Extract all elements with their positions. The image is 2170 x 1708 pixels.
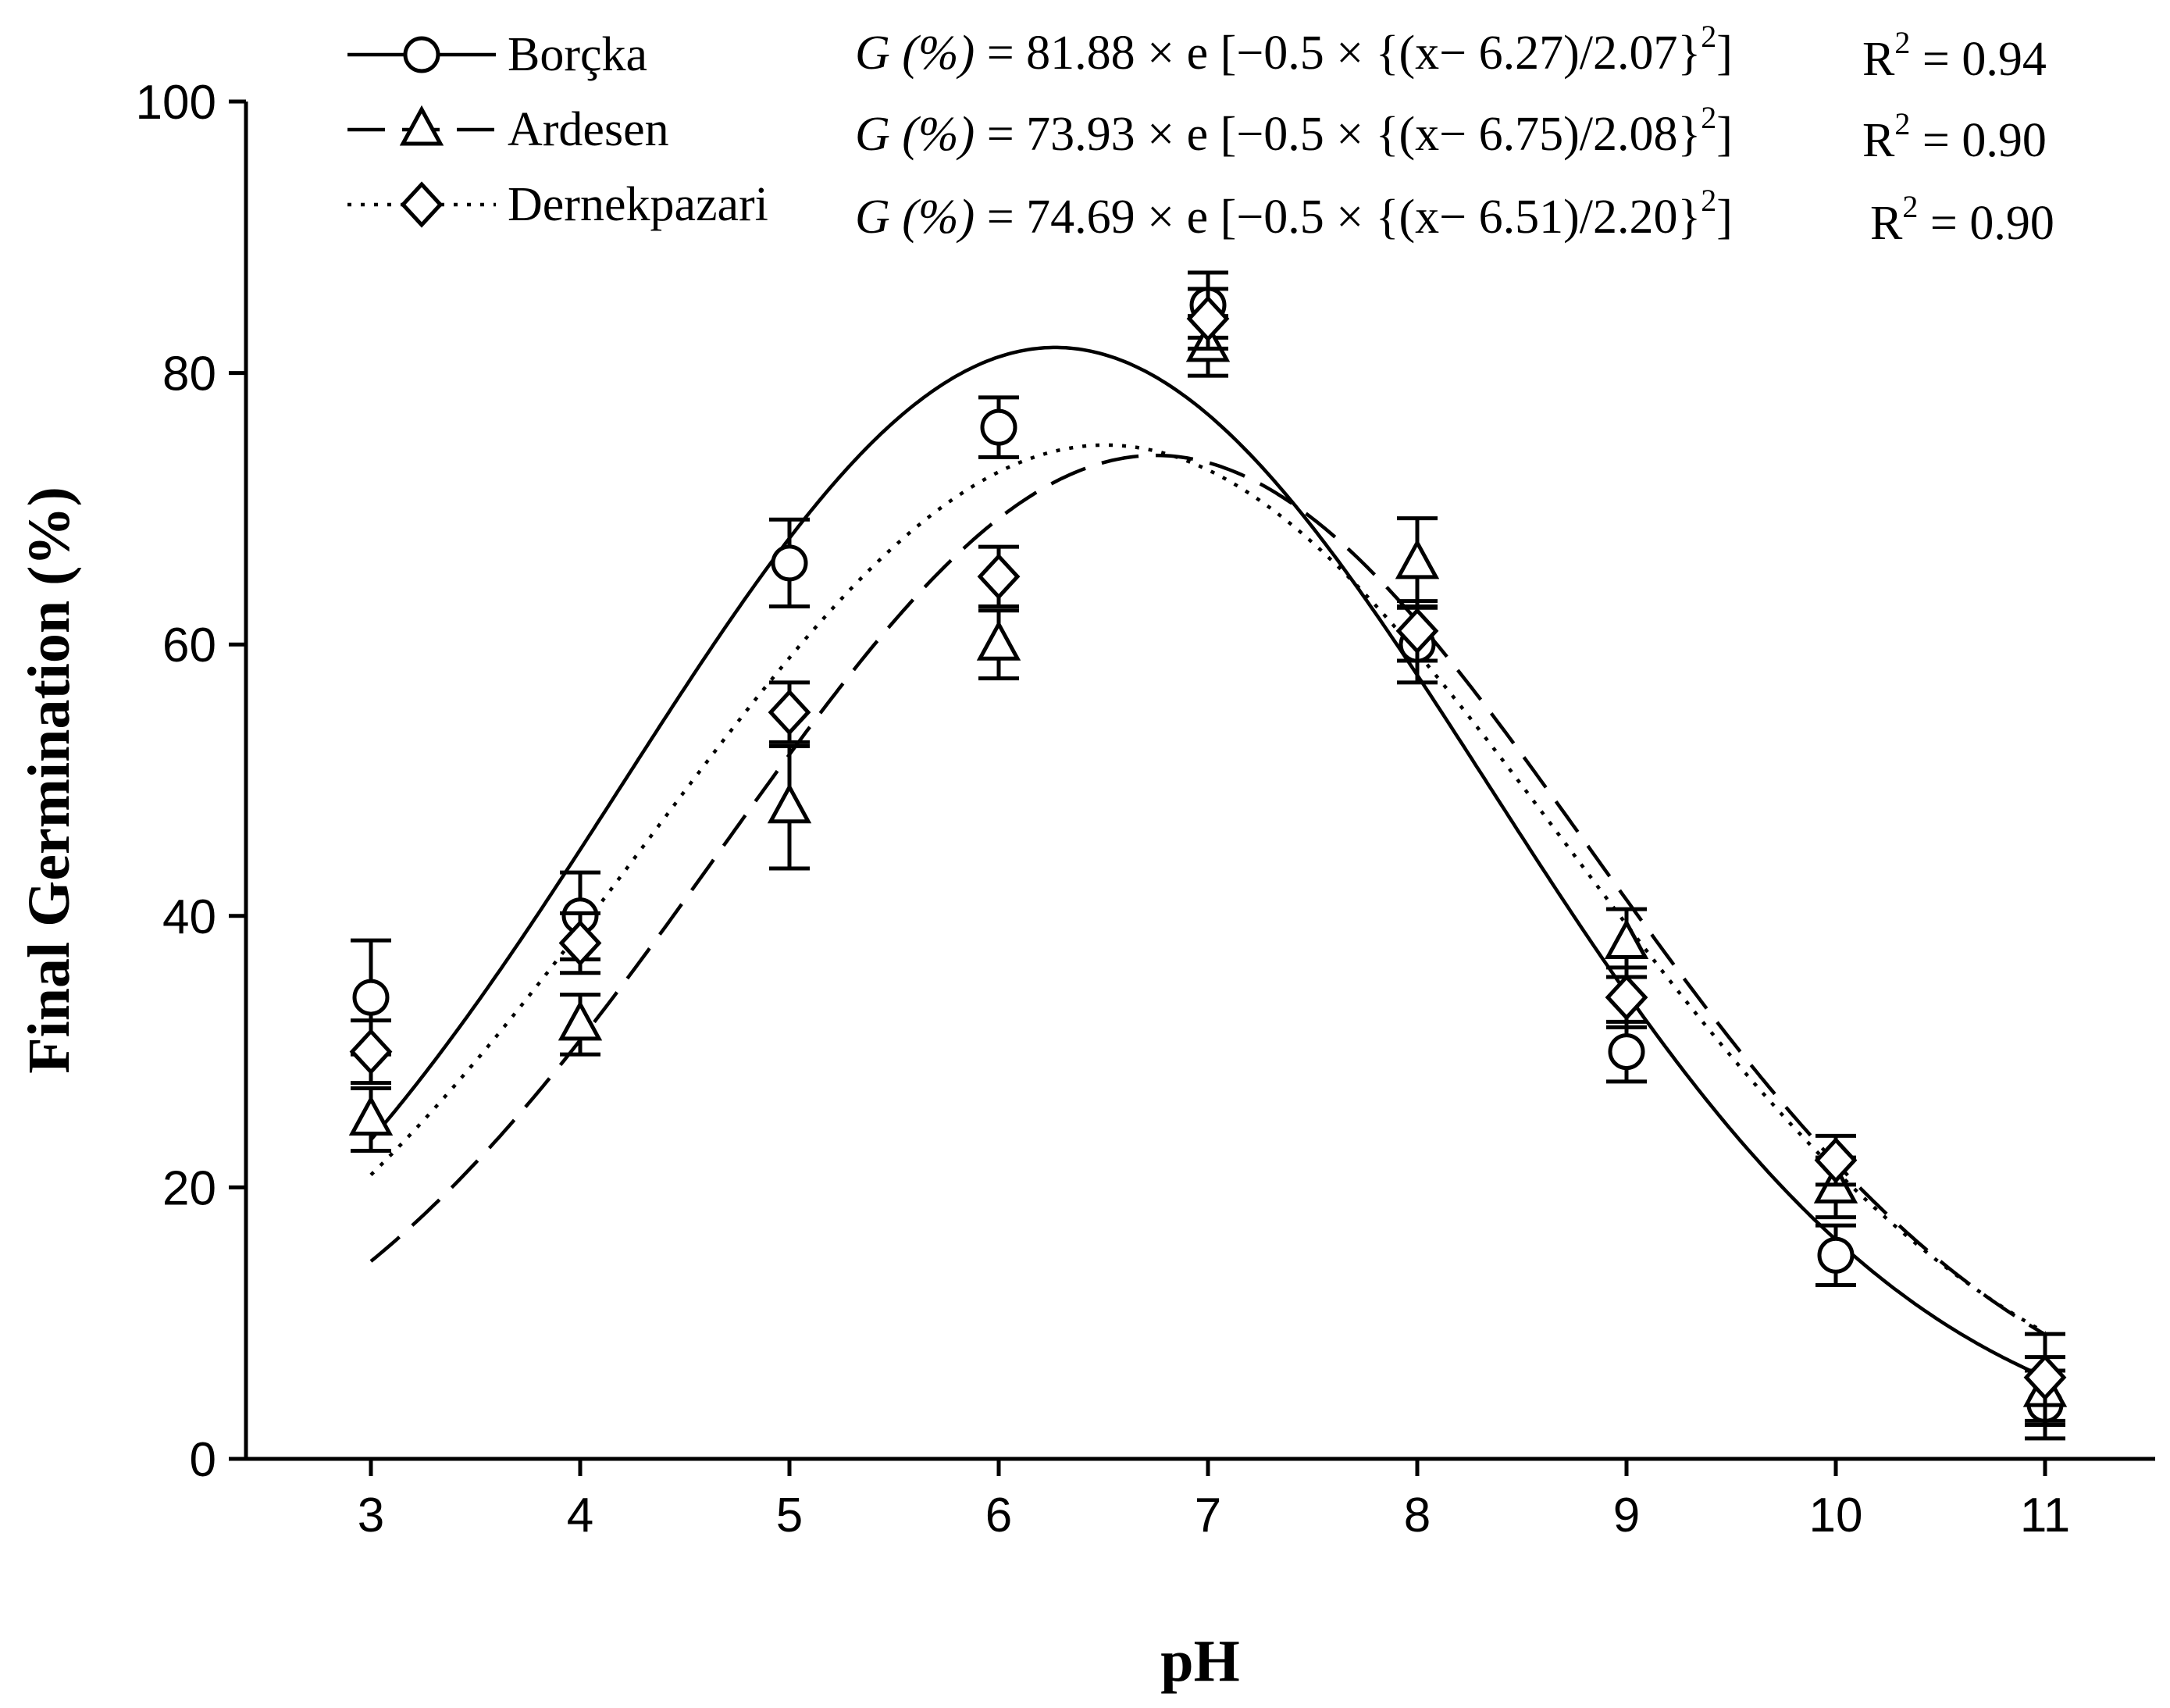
r-squared-label: R <box>1862 33 1895 86</box>
y-tick-label: 20 <box>162 1161 216 1215</box>
x-tick-label: 9 <box>1613 1489 1640 1542</box>
legend: Borçka Ardesen Dernekpazari <box>347 28 768 231</box>
equation-rhs: = 81.88 × e [−0.5 × {(x− 6.27)/2.07} <box>975 27 1701 80</box>
fit-curves <box>369 345 2047 1379</box>
ticks: 3 4 5 6 7 8 9 10 11 0 20 40 60 80 100 <box>136 76 2071 1542</box>
data-point <box>771 544 808 582</box>
r-squared-value: = 0.90 <box>1910 114 2046 167</box>
equation-exponent: 2 <box>1701 19 1716 54</box>
data-point <box>977 553 1021 600</box>
data-point <box>1608 1033 1645 1071</box>
data-point <box>767 783 812 824</box>
data-point <box>976 619 1021 661</box>
r-squared-exponent: 2 <box>1894 106 1910 141</box>
legend-marker-borçka <box>403 36 440 73</box>
data-point <box>348 1095 394 1136</box>
equation-dernekpazari: G (%) = 74.69 × e [−0.5 × {(x− 6.51)/2.2… <box>855 183 1733 244</box>
y-axis-title: Final Germination (%) <box>16 487 82 1074</box>
x-tick-label: 8 <box>1404 1489 1431 1542</box>
equation-exponent: 2 <box>1701 183 1716 218</box>
data-point <box>1604 918 1649 960</box>
y-tick-label: 60 <box>162 619 216 672</box>
data-point <box>1817 1236 1855 1274</box>
r-squared-ardesen: R2 = 0.90 <box>1862 106 2047 167</box>
x-tick-label: 10 <box>1809 1489 1863 1542</box>
data-point <box>1814 1136 1858 1184</box>
r-squared-value: = 0.90 <box>1918 197 2054 250</box>
fit-curve-dernekpazari <box>369 443 2047 1335</box>
y-tick-label: 100 <box>136 76 216 130</box>
x-tick-label: 11 <box>2020 1489 2070 1542</box>
equation-exponent: 2 <box>1701 100 1716 135</box>
fit-curve-borçka <box>369 345 2046 1379</box>
data-point <box>980 408 1017 446</box>
legend-label-dernekpazari: Dernekpazari <box>508 178 768 231</box>
y-tick-label: 0 <box>190 1433 216 1487</box>
fit-equations: G (%) = 81.88 × e [−0.5 × {(x− 6.27)/2.0… <box>855 19 2054 250</box>
equation-close: ] <box>1716 191 1733 244</box>
data-point <box>349 1028 393 1075</box>
equation-rhs: = 74.69 × e [−0.5 × {(x− 6.51)/2.20} <box>975 191 1701 244</box>
x-tick-label: 4 <box>567 1489 593 1542</box>
equation-lhs: G (%) <box>855 191 975 244</box>
data-point <box>1395 608 1439 654</box>
data-point <box>352 979 390 1016</box>
data-point <box>558 1000 603 1041</box>
data-point <box>768 689 811 736</box>
legend-marker-ardesen <box>399 105 444 146</box>
data-point <box>558 919 602 967</box>
r-squared-borçka: R2 = 0.94 <box>1862 25 2047 86</box>
legend-label-ardesen: Ardesen <box>508 103 669 156</box>
equation-lhs: G (%) <box>855 27 975 80</box>
legend-label-borçka: Borçka <box>508 28 647 81</box>
x-tick-label: 6 <box>985 1489 1012 1542</box>
fit-curve-ardesen <box>369 453 2047 1336</box>
r-squared-label: R <box>1862 114 1895 167</box>
data-point <box>1605 974 1648 1021</box>
r-squared-exponent: 2 <box>1902 189 1918 224</box>
r-squared-label: R <box>1870 197 1903 250</box>
x-tick-label: 7 <box>1195 1489 1221 1542</box>
equation-borçka: G (%) = 81.88 × e [−0.5 × {(x− 6.27)/2.0… <box>855 19 1733 80</box>
data-points <box>348 270 2068 1441</box>
x-tick-label: 3 <box>358 1489 384 1542</box>
equation-close: ] <box>1716 108 1733 161</box>
equation-lhs: G (%) <box>855 108 975 161</box>
data-point <box>1395 538 1440 579</box>
y-tick-label: 40 <box>162 890 216 944</box>
equation-rhs: = 73.93 × e [−0.5 × {(x− 6.75)/2.08} <box>975 108 1701 161</box>
x-axis-title: pH <box>1160 1628 1239 1694</box>
r-squared-dernekpazari: R2 = 0.90 <box>1870 189 2054 250</box>
r-squared-value: = 0.94 <box>1910 33 2046 86</box>
series-ardesen <box>348 314 2068 1428</box>
series-borçka <box>351 270 2065 1441</box>
equation-ardesen: G (%) = 73.93 × e [−0.5 × {(x− 6.75)/2.0… <box>855 100 1733 161</box>
r-squared-exponent: 2 <box>1894 25 1910 60</box>
series-dernekpazari <box>349 287 2067 1423</box>
data-point <box>2023 1354 2067 1401</box>
data-point <box>1186 295 1230 342</box>
y-tick-label: 80 <box>162 348 216 401</box>
equation-close: ] <box>1716 27 1733 80</box>
x-tick-label: 5 <box>776 1489 803 1542</box>
legend-marker-dernekpazari <box>400 181 444 228</box>
